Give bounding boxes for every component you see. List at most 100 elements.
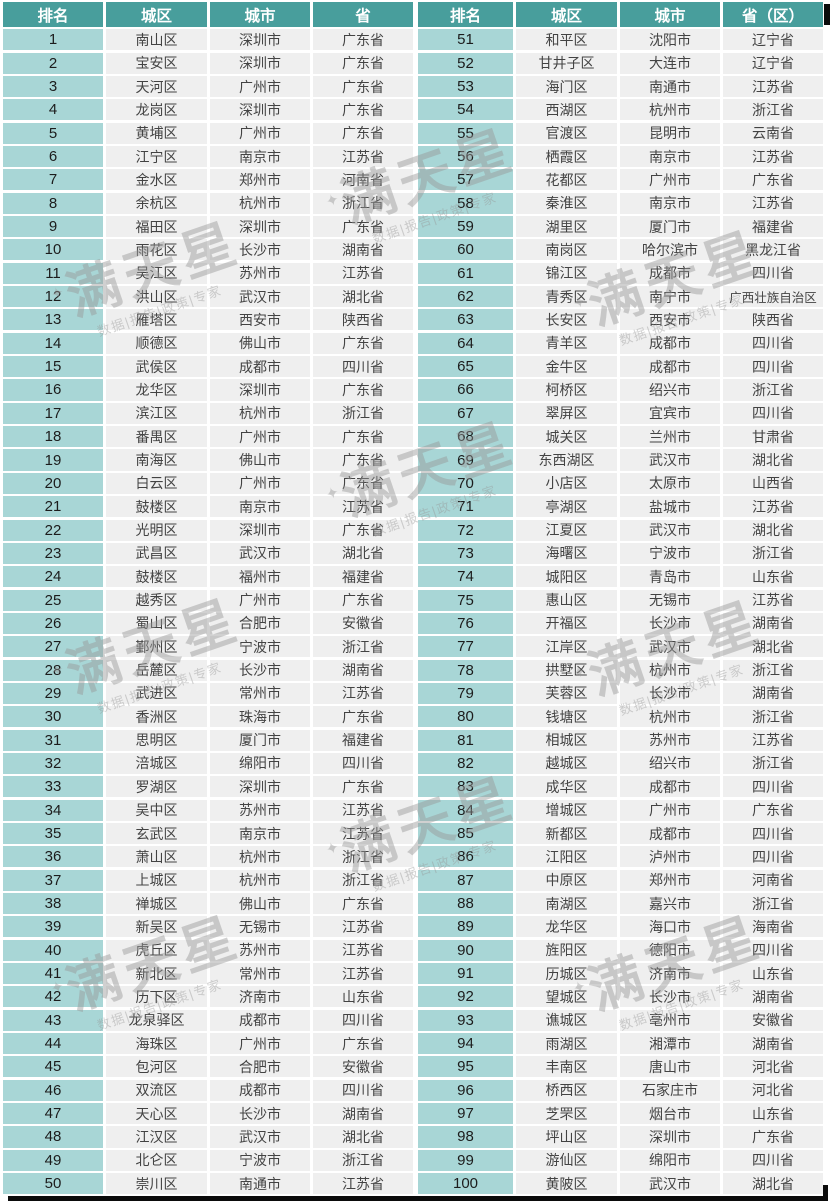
province-cell: 浙江省 [723, 542, 823, 564]
province-cell: 福建省 [313, 566, 413, 588]
province-cell: 江苏省 [723, 75, 823, 98]
city-cell: 深圳市 [210, 52, 310, 74]
city-cell: 南宁市 [620, 286, 720, 308]
rank-cell: 92 [418, 986, 513, 1008]
district-cell: 江岸区 [516, 636, 617, 658]
rank-cell: 90 [418, 939, 513, 961]
rank-cell: 76 [418, 612, 513, 634]
city-cell: 大连市 [620, 52, 720, 74]
city-cell: 绍兴市 [620, 379, 720, 401]
district-cell: 芙蓉区 [516, 682, 617, 704]
district-cell: 秦淮区 [516, 192, 617, 214]
city-cell: 南京市 [620, 146, 720, 168]
rank-cell: 18 [3, 426, 103, 448]
city-cell: 成都市 [210, 356, 310, 378]
province-cell: 四川省 [723, 939, 823, 961]
district-cell: 柯桥区 [516, 379, 617, 401]
province-cell: 湖北省 [723, 636, 823, 658]
province-cell: 湖南省 [723, 612, 823, 634]
province-cell: 甘肃省 [723, 426, 823, 448]
district-cell: 官渡区 [516, 122, 617, 144]
province-cell: 广东省 [313, 589, 413, 611]
city-cell: 武汉市 [620, 1173, 720, 1195]
city-cell: 深圳市 [210, 29, 310, 51]
rank-cell: 9 [3, 216, 103, 238]
province-cell: 广东省 [313, 1033, 413, 1055]
rank-cell: 24 [3, 566, 103, 588]
province-cell: 江苏省 [723, 192, 823, 214]
rank-cell: 96 [418, 1079, 513, 1101]
district-cell: 历城区 [516, 963, 617, 985]
rank-cell: 34 [3, 799, 103, 821]
rank-cell: 43 [3, 1009, 103, 1031]
city-cell: 苏州市 [210, 939, 310, 961]
rank-cell: 21 [3, 496, 103, 518]
district-cell: 武进区 [106, 682, 207, 704]
rank-cell: 12 [3, 286, 103, 308]
province-cell: 浙江省 [313, 869, 413, 891]
rank-cell: 29 [3, 682, 103, 704]
city-cell: 佛山市 [210, 449, 310, 471]
rank-cell: 84 [418, 799, 513, 821]
rank-cell: 32 [3, 752, 103, 774]
rank-cell: 82 [418, 752, 513, 774]
rank-cell: 78 [418, 659, 513, 681]
rank-cell: 93 [418, 1009, 513, 1031]
rank-cell: 61 [418, 262, 513, 284]
district-cell: 中原区 [516, 869, 617, 891]
district-cell: 福田区 [106, 216, 207, 238]
rank-cell: 2 [3, 52, 103, 74]
province-cell: 浙江省 [313, 192, 413, 214]
rank-cell: 65 [418, 356, 513, 378]
rank-cell: 22 [3, 519, 103, 541]
rank-cell: 99 [418, 1149, 513, 1171]
rank-cell: 6 [3, 146, 103, 168]
province-cell: 浙江省 [313, 846, 413, 868]
province-cell: 四川省 [723, 822, 823, 845]
province-cell: 河北省 [723, 1056, 823, 1078]
district-cell: 越秀区 [106, 589, 207, 611]
district-cell: 甘井子区 [516, 52, 617, 74]
district-cell: 翠屏区 [516, 402, 617, 424]
province-cell: 江苏省 [723, 589, 823, 611]
rank-cell: 14 [3, 332, 103, 354]
city-cell: 长沙市 [620, 986, 720, 1008]
district-cell: 岳麓区 [106, 659, 207, 681]
city-cell: 福州市 [210, 566, 310, 588]
rank-cell: 42 [3, 986, 103, 1008]
district-cell: 雨花区 [106, 239, 207, 261]
city-cell: 武汉市 [210, 542, 310, 564]
province-cell: 四川省 [723, 356, 823, 378]
province-cell: 黑龙江省 [723, 239, 823, 261]
province-cell: 江苏省 [313, 146, 413, 168]
province-cell: 陕西省 [723, 309, 823, 331]
province-cell: 四川省 [313, 1009, 413, 1031]
province-cell: 江苏省 [723, 496, 823, 518]
city-cell: 沈阳市 [620, 29, 720, 51]
province-cell: 湖北省 [313, 542, 413, 564]
rank-cell: 86 [418, 846, 513, 868]
rank-cell: 87 [418, 869, 513, 891]
city-cell: 广州市 [210, 472, 310, 494]
city-cell: 杭州市 [210, 402, 310, 424]
city-cell: 杭州市 [620, 706, 720, 728]
district-cell: 小店区 [516, 472, 617, 494]
district-cell: 城关区 [516, 426, 617, 448]
rank-cell: 79 [418, 682, 513, 704]
city-cell: 成都市 [210, 1009, 310, 1031]
rank-cell: 68 [418, 426, 513, 448]
district-cell: 武侯区 [106, 356, 207, 378]
district-cell: 江汉区 [106, 1126, 207, 1148]
province-cell: 四川省 [313, 1079, 413, 1101]
rank-cell: 28 [3, 659, 103, 681]
province-cell: 湖南省 [723, 682, 823, 704]
province-cell: 福建省 [313, 729, 413, 751]
district-cell: 北仑区 [106, 1149, 207, 1171]
province-cell: 广东省 [313, 29, 413, 51]
rank-cell: 5 [3, 122, 103, 144]
province-cell: 浙江省 [313, 402, 413, 424]
city-cell: 佛山市 [210, 332, 310, 354]
city-cell: 成都市 [210, 1079, 310, 1101]
province-cell: 河南省 [723, 869, 823, 891]
city-cell: 郑州市 [620, 869, 720, 891]
